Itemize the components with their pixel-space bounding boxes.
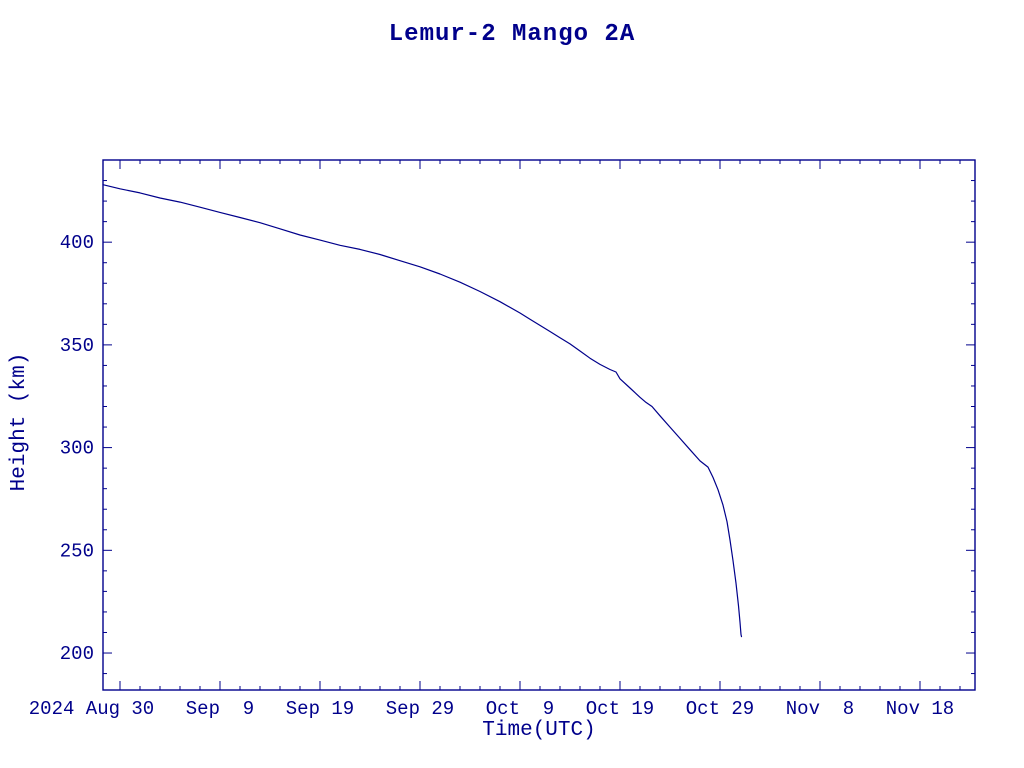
chart-title: Lemur-2 Mango 2A [389,21,635,48]
y-axis-label: Height (km) [8,353,31,492]
axis-tick-labels: 2024 Aug 30 Sep 9 Sep 19 Sep 29 Oct 9 Oct 19 O… [29,232,954,720]
x-tick-label: Nov 18 [886,698,954,720]
x-tick-label: Sep 9 [186,698,254,720]
x-tick-label: Nov 8 [786,698,854,720]
x-tick-label: 2024 Aug 30 [29,698,154,720]
y-tick-label: 400 [60,232,94,254]
x-tick-label: Sep 29 [386,698,454,720]
y-tick-label: 350 [60,335,94,357]
decay-curve [102,184,743,638]
x-tick-label: Oct 19 [586,698,654,720]
y-tick-label: 250 [60,540,94,562]
y-tick-label: 300 [60,438,94,460]
x-tick-label: Oct 29 [686,698,754,720]
x-tick-label: Oct 9 [486,698,554,720]
plot-border [102,159,976,691]
axis-ticks [103,159,975,690]
x-tick-label: Sep 19 [286,698,354,720]
y-tick-label: 200 [60,643,94,665]
x-axis-label: Time(UTC) [482,719,595,742]
